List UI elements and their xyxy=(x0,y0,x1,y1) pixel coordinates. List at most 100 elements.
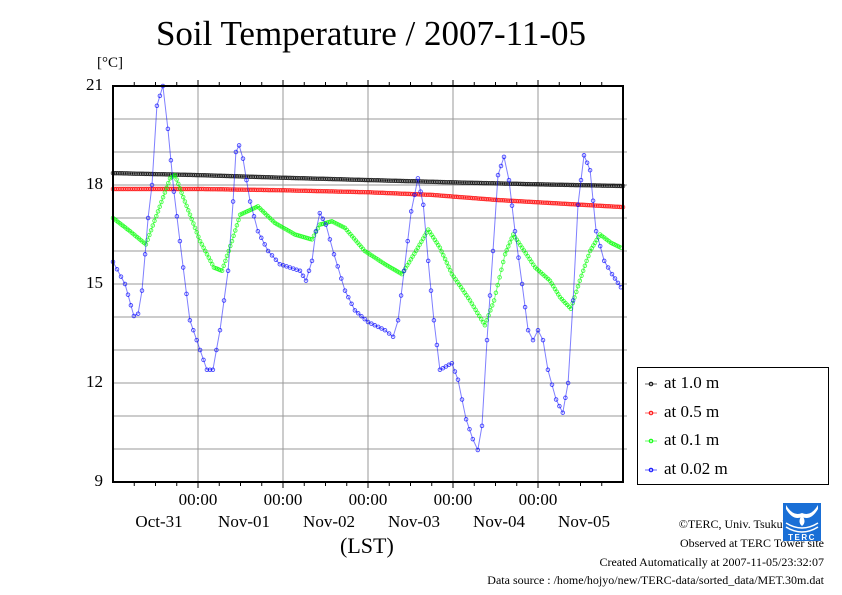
data-point xyxy=(236,143,242,148)
data-point xyxy=(346,294,351,300)
data-point xyxy=(204,252,210,257)
data-point xyxy=(172,172,178,178)
data-point xyxy=(179,190,184,195)
data-point xyxy=(372,323,378,328)
data-point xyxy=(578,177,584,183)
data-point xyxy=(581,153,587,158)
grid-lines xyxy=(113,86,623,482)
data-point xyxy=(579,273,584,279)
data-point xyxy=(359,313,364,319)
data-point xyxy=(145,215,151,221)
data-point xyxy=(135,311,141,316)
data-point xyxy=(565,380,571,386)
data-point xyxy=(180,265,186,270)
series-layer xyxy=(110,83,626,453)
data-point xyxy=(131,313,137,319)
data-point xyxy=(149,182,155,188)
data-point xyxy=(489,303,495,308)
data-point xyxy=(187,212,193,217)
legend-item: at 1.0 m xyxy=(644,373,719,393)
data-point xyxy=(549,382,555,387)
x-tick-time-label: 00:00 xyxy=(518,490,558,509)
data-point xyxy=(233,149,239,155)
data-point xyxy=(139,288,145,293)
x-tick-time-label: 00:00 xyxy=(433,490,473,509)
data-point xyxy=(320,216,326,222)
data-point xyxy=(125,292,131,297)
data-point xyxy=(491,298,497,303)
x-date-label: Oct-31 xyxy=(135,512,183,531)
data-point xyxy=(186,208,191,213)
data-point xyxy=(441,252,446,258)
data-point xyxy=(214,347,219,353)
data-point xyxy=(157,204,162,209)
y-tick-label: 15 xyxy=(86,273,103,292)
data-point xyxy=(609,271,615,277)
legend-swatch xyxy=(645,438,657,444)
data-point xyxy=(557,403,562,409)
data-point xyxy=(570,298,576,303)
data-point xyxy=(217,327,223,333)
data-point xyxy=(352,308,358,313)
data-point xyxy=(230,199,236,204)
data-point xyxy=(262,242,267,247)
chart-title-text: Soil Temperature / 2007-11-05 xyxy=(155,14,587,53)
y-tick-label: 9 xyxy=(94,471,104,490)
data-point xyxy=(459,397,465,402)
data-point xyxy=(210,367,216,373)
data-point xyxy=(365,319,371,325)
x-date-label: Nov-02 xyxy=(303,512,355,531)
data-point xyxy=(615,280,621,286)
data-point xyxy=(147,232,152,238)
data-point xyxy=(355,311,361,316)
data-point xyxy=(577,278,583,283)
data-point xyxy=(165,126,171,132)
data-point xyxy=(184,291,189,297)
data-point xyxy=(223,258,228,264)
plot-frame xyxy=(112,85,624,483)
legend-swatch xyxy=(645,381,657,387)
data-point xyxy=(184,203,189,209)
data-point xyxy=(269,253,275,258)
data-point xyxy=(490,248,496,254)
data-point xyxy=(349,301,354,307)
data-point xyxy=(379,326,384,331)
series-line xyxy=(112,85,622,452)
data-point xyxy=(114,267,120,272)
legend-label: at 1.0 m xyxy=(664,373,720,392)
data-point xyxy=(506,244,511,249)
data-point xyxy=(535,327,541,333)
data-point xyxy=(177,186,183,191)
data-point xyxy=(247,199,253,204)
data-point xyxy=(317,210,323,216)
data-point xyxy=(574,289,579,295)
data-point xyxy=(612,276,618,281)
data-point xyxy=(575,284,581,289)
data-point xyxy=(174,214,180,219)
data-point xyxy=(470,436,476,442)
x-tick-time-label: 00:00 xyxy=(263,490,303,509)
data-point xyxy=(297,268,303,274)
data-point xyxy=(240,156,246,161)
data-point xyxy=(221,298,227,303)
data-point xyxy=(203,248,208,254)
data-point xyxy=(575,202,581,208)
data-point xyxy=(154,213,159,219)
data-point xyxy=(196,234,201,239)
data-point xyxy=(477,313,482,319)
data-point xyxy=(166,180,171,186)
data-point xyxy=(475,447,481,453)
data-point xyxy=(309,237,315,242)
data-point xyxy=(405,238,410,244)
data-point xyxy=(233,228,238,233)
data-point xyxy=(335,264,340,269)
data-point xyxy=(369,321,374,326)
data-point xyxy=(395,318,401,323)
x-date-label: Nov-04 xyxy=(473,512,525,531)
data-point xyxy=(447,268,453,273)
data-point xyxy=(522,304,528,310)
data-point xyxy=(545,367,551,373)
data-point xyxy=(148,228,154,233)
data-point xyxy=(327,237,333,242)
